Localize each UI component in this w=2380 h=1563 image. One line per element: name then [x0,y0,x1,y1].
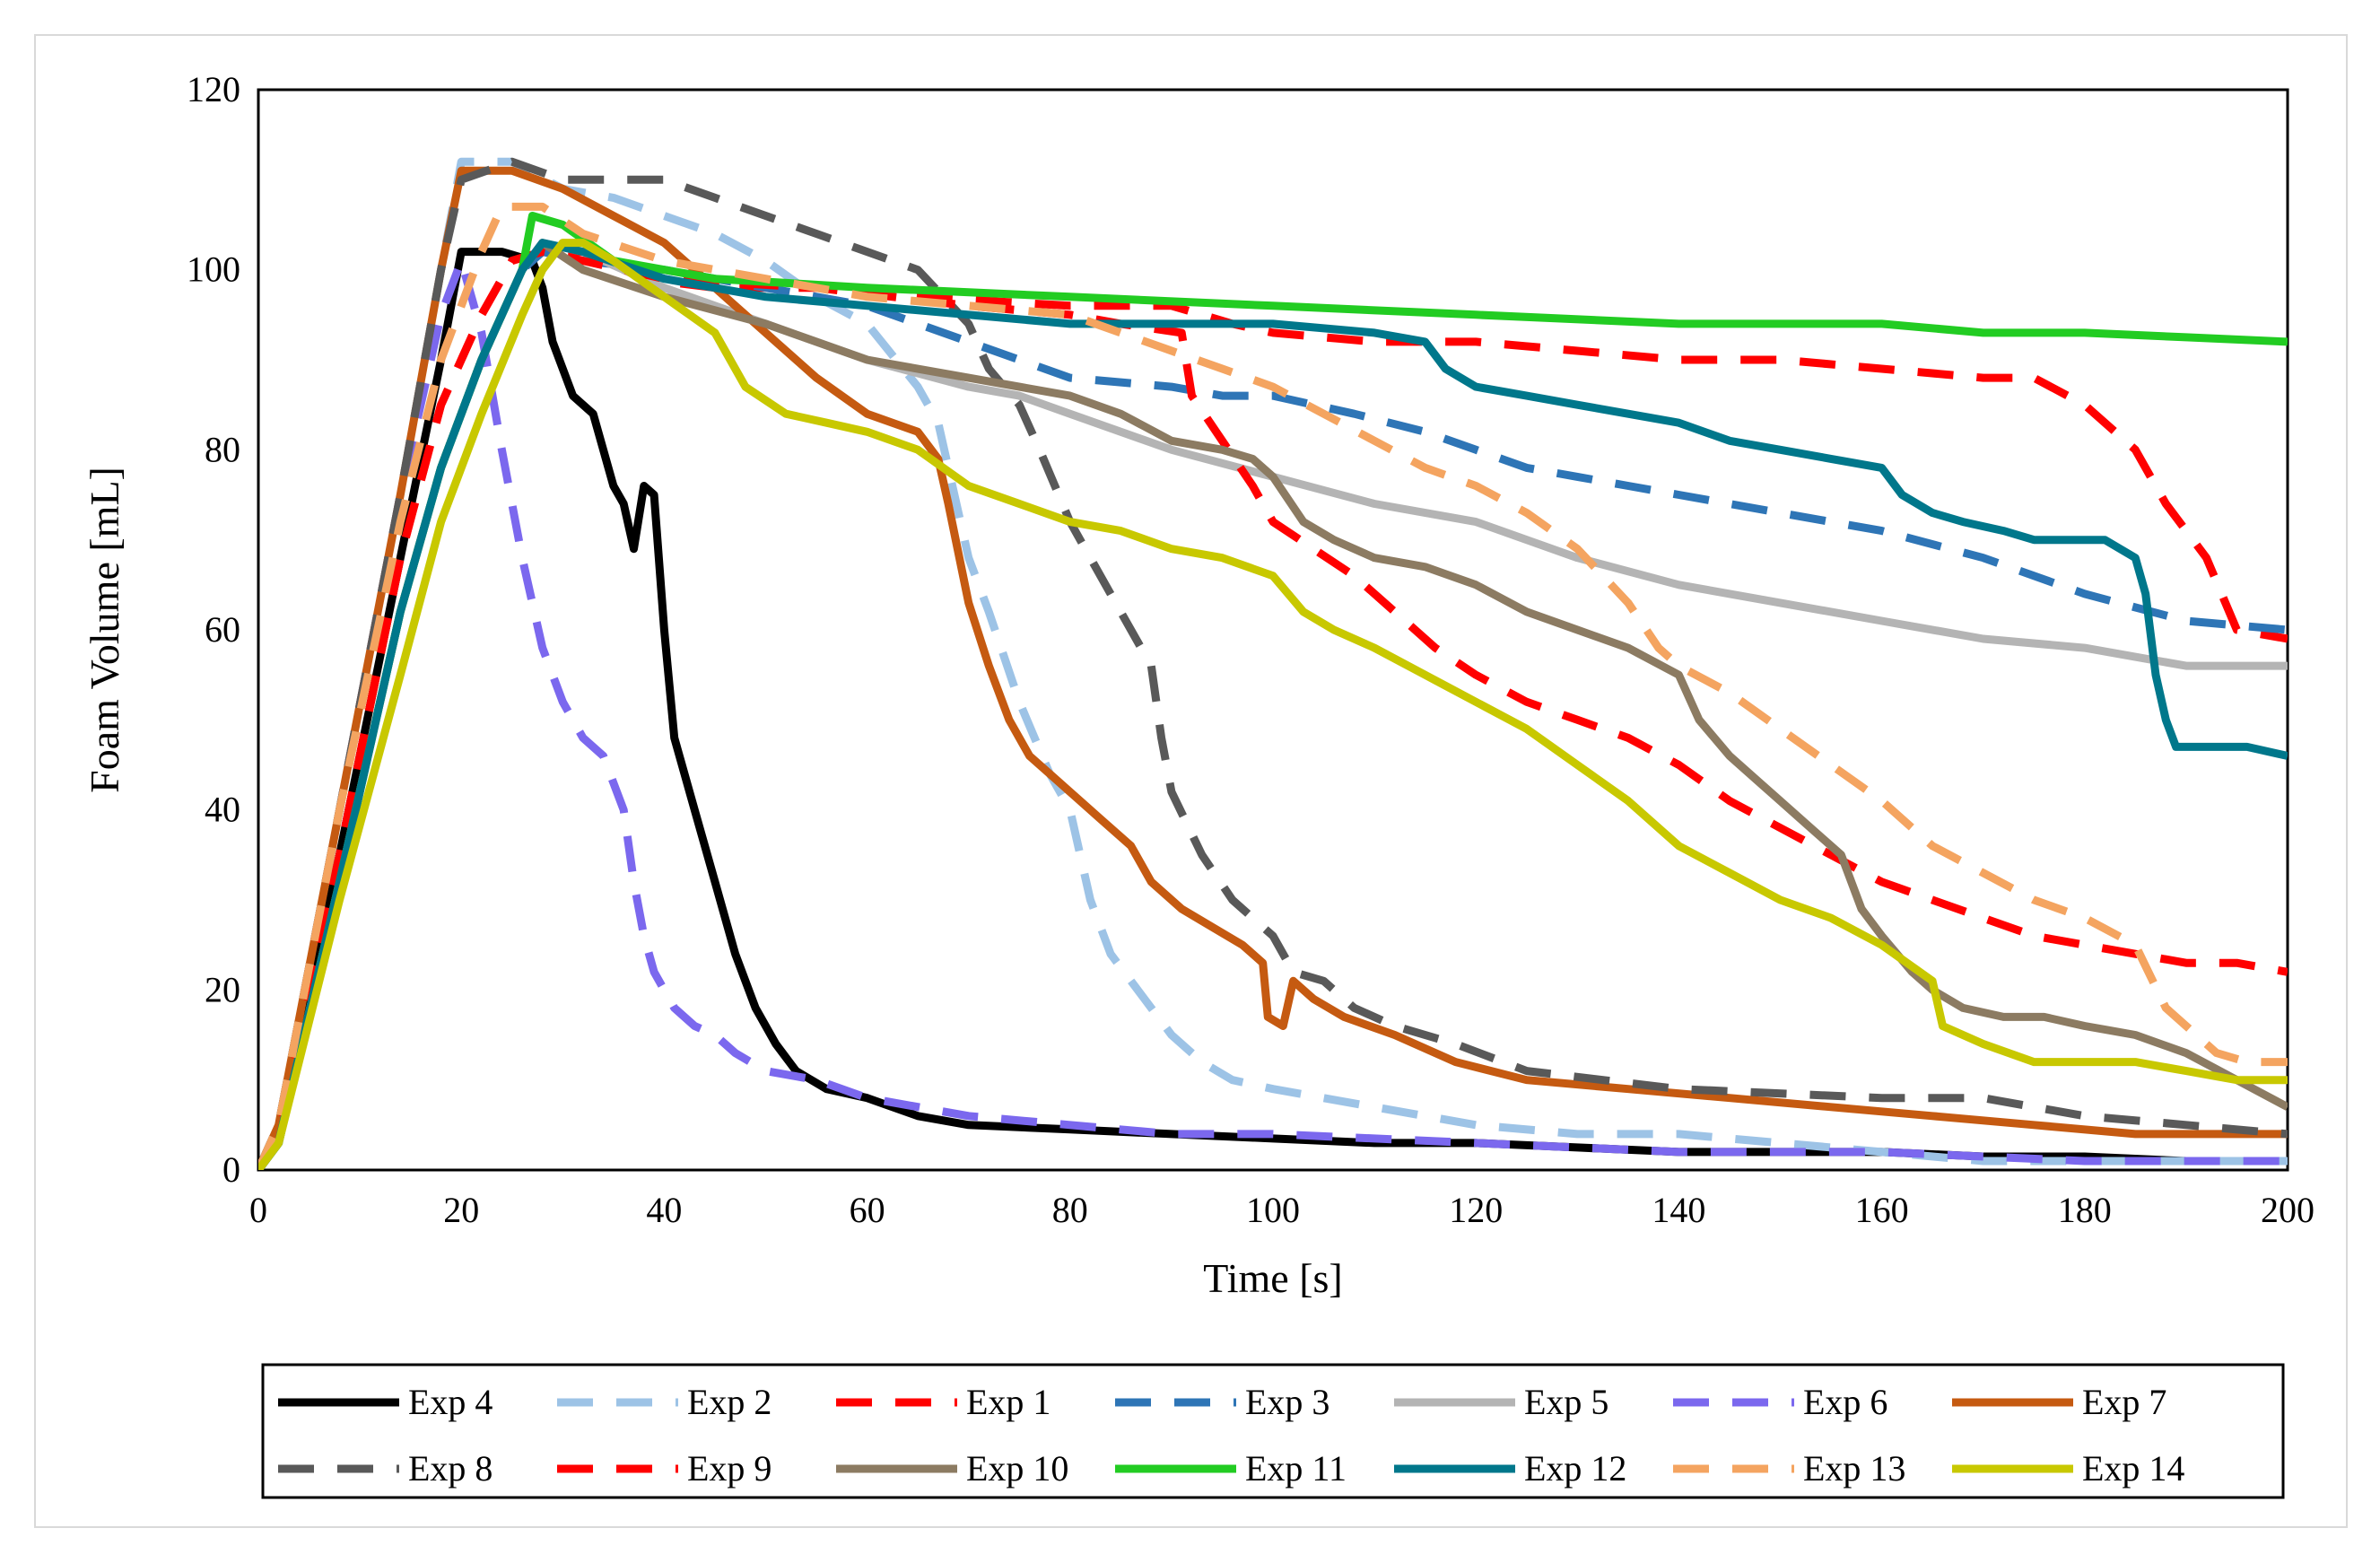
legend-label: Exp 10 [966,1448,1068,1489]
legend-label: Exp 6 [1803,1382,1887,1422]
y-tick-label: 60 [205,609,240,650]
y-tick-label: 0 [222,1149,240,1190]
y-tick-label: 40 [205,790,240,830]
legend-label: Exp 11 [1245,1448,1347,1489]
legend-label: Exp 12 [1524,1448,1626,1489]
legend: Exp 4 Exp 2 Exp 1 Exp 3 Exp 5 Exp 6 Exp 7 Exp 8… [278,1382,2184,1489]
x-axis-title: Time [s] [1203,1255,1343,1301]
series-line-exp-13 [258,202,2288,1170]
x-tick-label: 160 [1855,1190,1909,1230]
y-tick-label: 120 [187,69,240,109]
legend-label: Exp 8 [408,1448,493,1489]
y-axis-title: Foam Volume [mL] [82,467,127,793]
x-tick-label: 140 [1652,1190,1705,1230]
series-line-exp-14 [258,239,2288,1170]
x-tick-label: 180 [2058,1190,2112,1230]
series-line-exp-3 [258,248,2288,1170]
y-tick-labels: 0 20 40 60 80 100 120 [187,69,240,1190]
x-tick-label: 0 [249,1190,267,1230]
line-chart: 0 20 40 60 80 100 120 0 20 40 60 80 100 120 140 160 180… [82,69,2315,1499]
legend-label: Exp 3 [1245,1382,1329,1422]
x-tick-label: 40 [646,1190,682,1230]
y-tick-label: 80 [205,429,240,469]
legend-label: Exp 13 [1803,1448,1905,1489]
x-tick-label: 60 [850,1190,885,1230]
legend-label: Exp 9 [687,1448,772,1489]
legend-label: Exp 2 [687,1382,772,1422]
y-tick-label: 20 [205,969,240,1009]
x-tick-label: 80 [1052,1190,1088,1230]
x-tick-label: 120 [1449,1190,1503,1230]
x-tick-labels: 0 20 40 60 80 100 120 140 160 180 200 [249,1190,2315,1230]
x-tick-label: 100 [1246,1190,1300,1230]
figure-frame: 0 20 40 60 80 100 120 0 20 40 60 80 100 120 140 160 180… [34,34,2348,1528]
series-line-exp-8 [258,157,2288,1170]
legend-box [261,1363,2285,1499]
legend-label: Exp 5 [1524,1382,1608,1422]
series-line-exp-12 [258,239,2288,1170]
series-line-exp-10 [258,239,2288,1170]
x-tick-label: 20 [443,1190,479,1230]
x-tick-label: 200 [2261,1190,2315,1230]
legend-label: Exp 7 [2082,1382,2166,1422]
series-layer [258,157,2288,1170]
y-tick-label: 100 [187,249,240,290]
legend-label: Exp 1 [966,1382,1051,1422]
series-line-exp-7 [258,166,2288,1170]
legend-label: Exp 14 [2082,1448,2184,1489]
legend-label: Exp 4 [408,1382,493,1422]
